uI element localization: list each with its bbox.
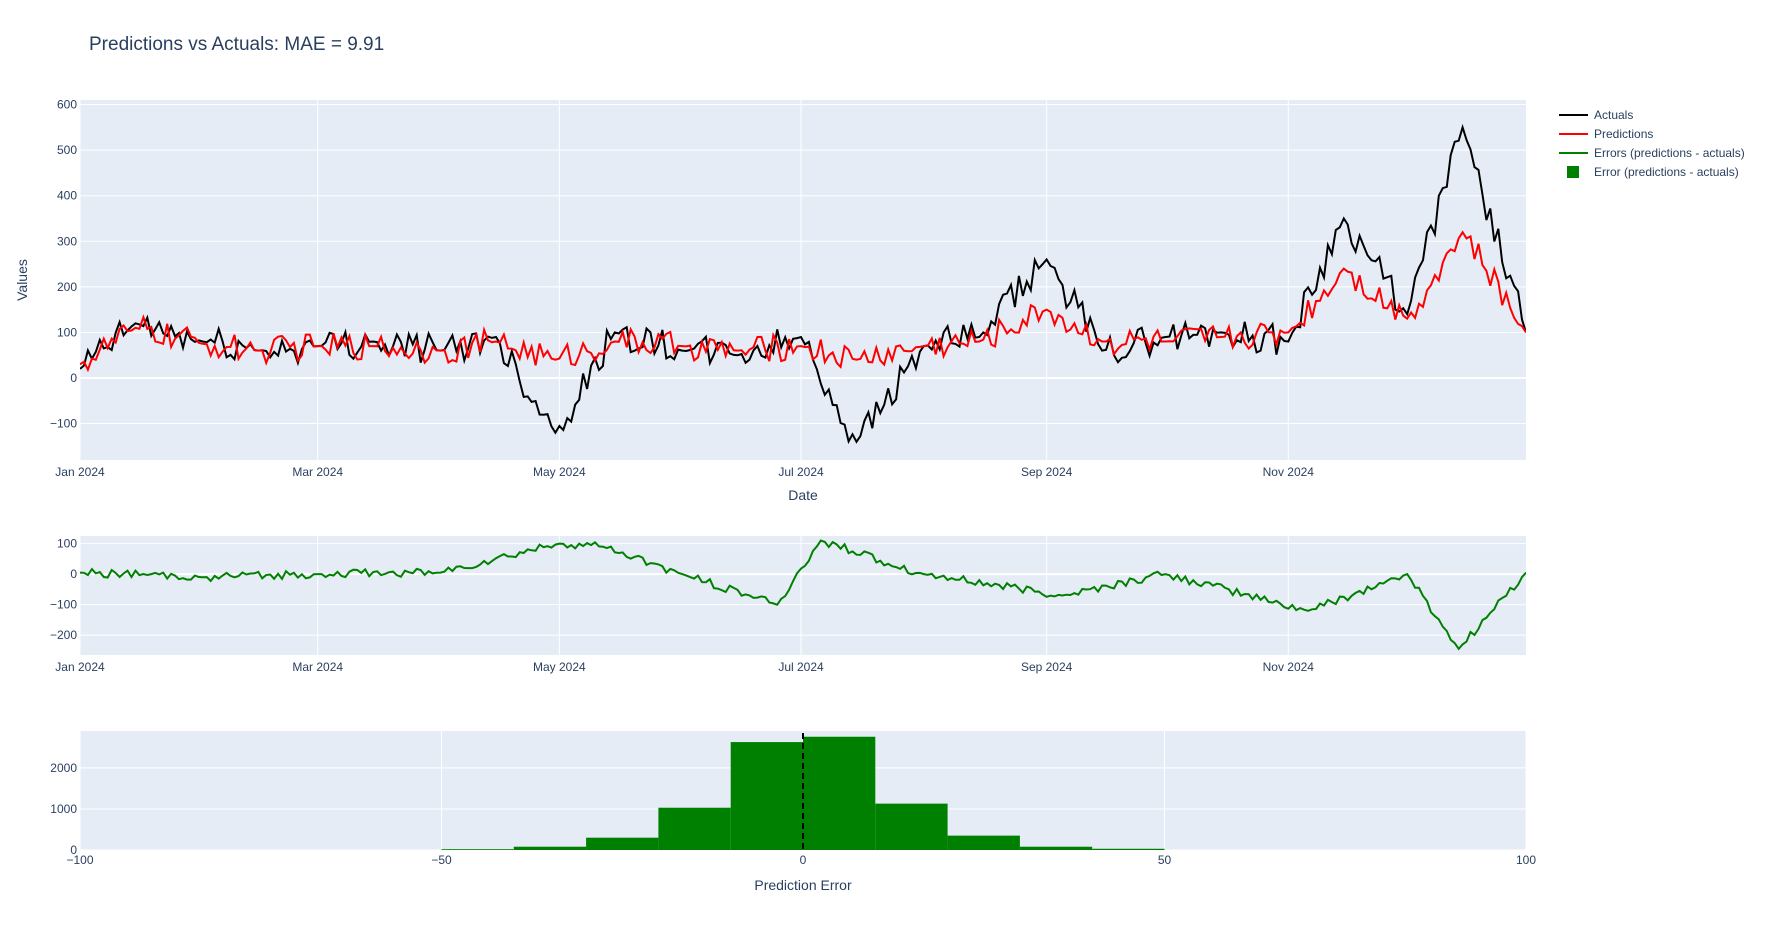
histogram-bar xyxy=(513,846,587,850)
series-line-0 xyxy=(80,539,1526,651)
histogram-bar xyxy=(947,835,1020,850)
histogram-bar xyxy=(586,837,659,850)
plot-background xyxy=(80,536,1526,655)
y-tick-label: 300 xyxy=(57,234,77,248)
main-plot-panel: Jan 2024 Mar 2024 May 2024 Jul 2024 Sep 2024… xyxy=(14,98,1526,503)
histogram-bar xyxy=(875,803,948,850)
x-axis-title: Date xyxy=(788,487,818,503)
y-tick-label: 500 xyxy=(57,143,77,157)
histogram-bar xyxy=(1092,848,1165,850)
y-tick-label: 600 xyxy=(57,98,77,112)
y-tick-label: −100 xyxy=(50,598,77,612)
x-tick-label: 100 xyxy=(1516,853,1536,867)
x-tick-label: 50 xyxy=(1158,853,1172,867)
x-tick-label: Jan 2024 xyxy=(55,660,105,674)
legend-item-label: Actuals xyxy=(1594,108,1633,122)
y-tick-label: 400 xyxy=(57,189,77,203)
plot-background xyxy=(80,100,1526,460)
series-line-1 xyxy=(80,230,1526,373)
x-tick-label: May 2024 xyxy=(533,465,586,479)
legend: Actuals Predictions Errors (predictions - … xyxy=(1559,108,1745,179)
x-tick-label: Jul 2024 xyxy=(778,660,824,674)
legend-item-label: Error (predictions - actuals) xyxy=(1594,165,1739,179)
y-tick-label: 0 xyxy=(70,843,77,857)
chart-title: Predictions vs Actuals: MAE = 9.91 xyxy=(89,34,384,55)
x-tick-label: Nov 2024 xyxy=(1263,660,1315,674)
legend-item-label: Predictions xyxy=(1594,127,1653,141)
x-tick-label: Mar 2024 xyxy=(292,465,343,479)
x-tick-label: May 2024 xyxy=(533,660,586,674)
histogram-bar xyxy=(658,807,731,850)
y-tick-label: 0 xyxy=(70,567,77,581)
histogram-bar xyxy=(803,736,876,850)
y-tick-label: 100 xyxy=(57,537,77,551)
y-axis-title: Values xyxy=(14,259,30,301)
x-axis-title: Prediction Error xyxy=(754,877,852,893)
y-tick-label: 100 xyxy=(57,325,77,339)
y-tick-label: 2000 xyxy=(50,761,77,775)
y-tick-label: −100 xyxy=(50,417,77,431)
x-tick-label: Jan 2024 xyxy=(55,465,105,479)
legend-swatch-box xyxy=(1567,166,1579,178)
x-tick-label: Mar 2024 xyxy=(292,660,343,674)
y-tick-label: 0 xyxy=(70,371,77,385)
y-tick-label: 1000 xyxy=(50,802,77,816)
x-tick-label: Jul 2024 xyxy=(778,465,824,479)
x-tick-label: Sep 2024 xyxy=(1021,660,1073,674)
y-tick-label: 200 xyxy=(57,280,77,294)
x-tick-label: −50 xyxy=(431,853,452,867)
histogram-bar xyxy=(441,849,514,850)
histogram-bar xyxy=(1019,846,1093,850)
y-tick-label: −200 xyxy=(50,628,77,642)
legend-item-label: Errors (predictions - actuals) xyxy=(1594,146,1745,160)
error-plot-panel: Jan 2024 Mar 2024 May 2024 Jul 2024 Sep 2024… xyxy=(50,536,1526,674)
x-tick-label: 0 xyxy=(800,853,807,867)
histogram-bar xyxy=(730,742,803,850)
x-tick-label: Sep 2024 xyxy=(1021,465,1073,479)
x-tick-label: Nov 2024 xyxy=(1263,465,1315,479)
x-tick-label: −100 xyxy=(66,853,93,867)
